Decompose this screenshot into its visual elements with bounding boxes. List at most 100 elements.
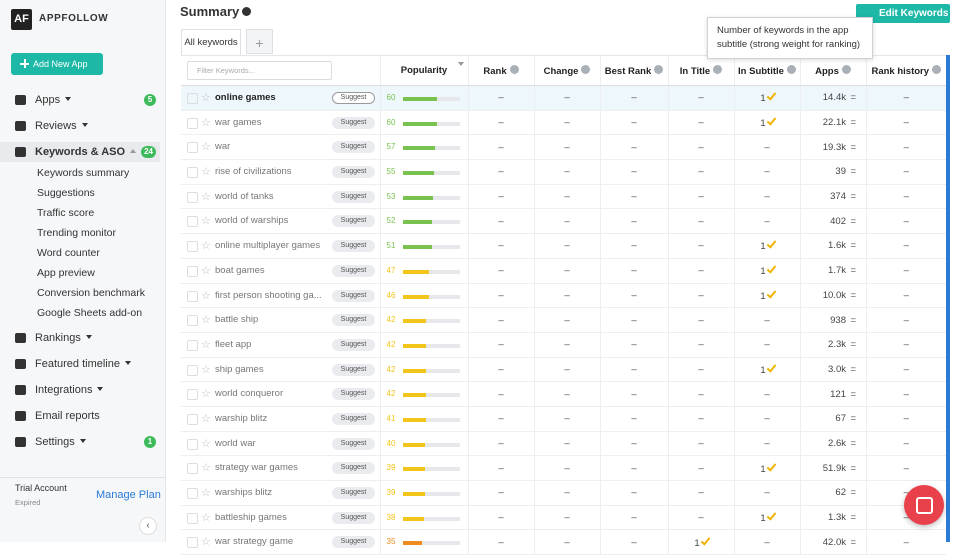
suggest-button[interactable]: Suggest bbox=[332, 92, 375, 104]
apps-cell: 3.0k = bbox=[799, 357, 866, 383]
column-header[interactable]: In Subtitle bbox=[733, 55, 800, 86]
suggest-button[interactable]: Suggest bbox=[332, 363, 375, 376]
checkbox[interactable] bbox=[187, 389, 198, 401]
suggest-button[interactable]: Suggest bbox=[332, 289, 375, 302]
cell: – bbox=[865, 85, 946, 111]
checkbox[interactable] bbox=[187, 488, 198, 499]
tab[interactable]: All keywords bbox=[181, 29, 241, 56]
subnav-item[interactable]: Word counter bbox=[37, 247, 100, 259]
subnav-item[interactable]: Suggestions bbox=[37, 187, 95, 199]
add-app-button[interactable]: Add New App bbox=[11, 53, 103, 75]
column-header[interactable]: Best Rank bbox=[599, 55, 668, 86]
cell: – bbox=[467, 455, 534, 481]
nav-featured[interactable]: Featured timeline bbox=[0, 354, 160, 374]
chat-button[interactable] bbox=[904, 485, 944, 525]
checkbox[interactable] bbox=[187, 191, 198, 203]
subnav-item[interactable]: Google Sheets add-on bbox=[37, 307, 143, 319]
nav-settings[interactable]: Settings 1 bbox=[0, 432, 160, 452]
checkbox[interactable] bbox=[187, 290, 198, 302]
manage-plan-link[interactable]: Manage Plan bbox=[96, 489, 161, 501]
edit-keywords-button[interactable]: Edit Keywords bbox=[856, 4, 950, 23]
add-tab[interactable]: + bbox=[246, 29, 273, 54]
cell: 1 bbox=[733, 85, 800, 111]
checkbox[interactable] bbox=[187, 537, 198, 549]
checkbox[interactable] bbox=[187, 512, 198, 524]
popularity-value: 42 bbox=[386, 315, 396, 325]
cell: – bbox=[467, 505, 534, 531]
cell: – bbox=[467, 110, 534, 136]
column-header[interactable]: Apps bbox=[799, 55, 866, 86]
suggest-button[interactable]: Suggest bbox=[332, 437, 375, 450]
apps-value: 1.7k bbox=[828, 265, 846, 277]
cell: – bbox=[467, 85, 534, 111]
popularity-value: 57 bbox=[386, 142, 396, 152]
help-icon bbox=[509, 64, 519, 74]
column-header[interactable]: Change bbox=[533, 55, 600, 86]
help-icon bbox=[786, 64, 796, 74]
column-header[interactable]: Popularity bbox=[379, 55, 468, 86]
suggest-button[interactable]: Suggest bbox=[332, 240, 375, 253]
keyword-cell: ☆ rise of civilizations Suggest bbox=[181, 159, 380, 185]
collapse-button[interactable]: ‹ bbox=[139, 517, 157, 535]
apps-value: 121 bbox=[830, 388, 846, 400]
scroll-indicator bbox=[946, 55, 950, 542]
popularity-bar bbox=[402, 171, 434, 176]
suggest-button[interactable]: Suggest bbox=[332, 264, 375, 277]
checkbox[interactable] bbox=[187, 142, 198, 154]
suggest-button[interactable]: Suggest bbox=[332, 388, 375, 401]
apps-value: 10.0k bbox=[822, 289, 846, 301]
cell-value: – bbox=[698, 437, 704, 449]
nav-keywords[interactable]: Keywords & ASO 24 bbox=[0, 142, 160, 162]
filter-input[interactable]: Filter Keywords... bbox=[187, 61, 332, 80]
nav-label: Reviews bbox=[35, 120, 77, 132]
checkbox[interactable] bbox=[187, 241, 198, 253]
nav-label: Featured timeline bbox=[35, 358, 120, 370]
suggest-button[interactable]: Suggest bbox=[332, 462, 375, 475]
checkbox[interactable] bbox=[187, 438, 198, 450]
suggest-button[interactable]: Suggest bbox=[332, 190, 375, 203]
checkbox[interactable] bbox=[187, 364, 198, 376]
column-label: In Title bbox=[679, 65, 711, 77]
nav-apps[interactable]: Apps 5 bbox=[0, 90, 160, 110]
subnav-item[interactable]: App preview bbox=[37, 267, 95, 279]
suggest-button[interactable]: Suggest bbox=[332, 116, 375, 129]
checkbox[interactable] bbox=[187, 265, 198, 277]
nav-reviews[interactable]: Reviews bbox=[0, 116, 160, 136]
subnav-item[interactable]: Conversion benchmark bbox=[37, 287, 145, 299]
suggest-button[interactable]: Suggest bbox=[332, 536, 375, 549]
cell-value: – bbox=[698, 314, 704, 326]
apps-value: 67 bbox=[835, 413, 846, 425]
suggest-button[interactable]: Suggest bbox=[332, 487, 375, 499]
cell: – bbox=[533, 332, 600, 358]
column-header[interactable]: Rank bbox=[467, 55, 534, 86]
suggest-button[interactable]: Suggest bbox=[332, 412, 375, 425]
checkbox[interactable] bbox=[187, 315, 198, 327]
subnav-item[interactable]: Keywords summary bbox=[37, 167, 130, 179]
checkbox[interactable] bbox=[187, 167, 198, 179]
subnav-item[interactable]: Traffic score bbox=[37, 207, 95, 219]
subnav-item[interactable]: Trending monitor bbox=[37, 227, 116, 239]
nav-label: Settings bbox=[35, 436, 75, 448]
column-header[interactable]: In Title bbox=[667, 55, 734, 86]
checkbox[interactable] bbox=[187, 339, 198, 351]
apps-value: 402 bbox=[830, 215, 846, 227]
column-header[interactable]: Rank history bbox=[865, 55, 946, 86]
suggest-button[interactable]: Suggest bbox=[332, 511, 375, 524]
checkbox[interactable] bbox=[187, 463, 198, 475]
popularity-value: 55 bbox=[386, 167, 396, 177]
suggest-button[interactable]: Suggest bbox=[332, 215, 375, 228]
nav-integrations[interactable]: Integrations bbox=[0, 380, 160, 400]
nav-email[interactable]: Email reports bbox=[0, 406, 160, 426]
checkbox[interactable] bbox=[187, 413, 198, 425]
cell-value: – bbox=[564, 388, 570, 400]
checkbox[interactable] bbox=[187, 216, 198, 228]
checkbox[interactable] bbox=[187, 117, 198, 129]
suggest-button[interactable]: Suggest bbox=[332, 338, 375, 351]
checkbox[interactable] bbox=[187, 93, 198, 104]
suggest-button[interactable]: Suggest bbox=[332, 166, 375, 179]
nav-rankings[interactable]: Rankings bbox=[0, 328, 160, 348]
suggest-button[interactable]: Suggest bbox=[332, 314, 375, 327]
keyword-cell: ☆ battleship games Suggest bbox=[181, 505, 380, 531]
cell: – bbox=[599, 184, 668, 210]
suggest-button[interactable]: Suggest bbox=[332, 141, 375, 154]
